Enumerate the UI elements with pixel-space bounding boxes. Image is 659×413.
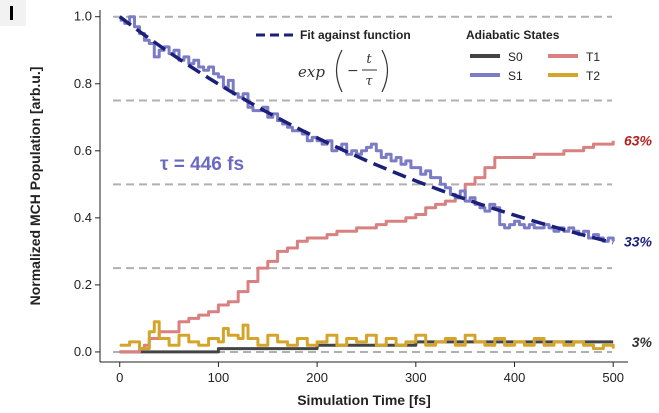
formula-denominator: τ — [365, 74, 373, 89]
end-annotations: 63% 33% 3% — [624, 133, 653, 350]
y-tick-label: 0.4 — [74, 210, 92, 225]
y-tick-label: 0.6 — [74, 143, 92, 158]
series-line-s0 — [119, 340, 614, 354]
legend-label-t1: T1 — [586, 50, 600, 64]
formula-left-paren — [335, 49, 343, 93]
series-lines — [119, 15, 615, 354]
legend-title: Adiabatic States — [466, 28, 560, 42]
x-tick-label: 100 — [208, 370, 230, 385]
series-line-s1 — [119, 15, 615, 243]
grid-lines — [113, 15, 612, 353]
legend: S0 S1 T1 T2 — [470, 50, 600, 83]
axes — [99, 10, 628, 363]
tau-label: τ = 446 fs — [160, 154, 244, 175]
end-label-s1: 33% — [624, 233, 653, 249]
formula-minus: − — [347, 63, 359, 79]
x-tick-label: 400 — [504, 370, 526, 385]
formula-numerator: t — [366, 52, 372, 67]
formula-exp: exp — [298, 63, 325, 81]
x-tick-label: 500 — [602, 370, 624, 385]
y-tick-label: 0.8 — [74, 76, 92, 91]
x-tick-label: 300 — [405, 370, 427, 385]
x-tick-label: 200 — [306, 370, 328, 385]
series-line-t2 — [119, 320, 615, 351]
ticks: 0 100 200 300 400 500 0.0 0.2 0.4 0.6 0.8 1.0 — [74, 9, 624, 385]
x-tick-label: 0 — [116, 370, 123, 385]
y-tick-label: 1.0 — [74, 9, 92, 24]
fit-legend-label: Fit against function — [300, 28, 411, 42]
fit-curve-group — [118, 15, 614, 245]
x-axis-label: Simulation Time [fs] — [297, 392, 431, 408]
y-tick-label: 0.0 — [74, 344, 92, 359]
y-axis-label: Normalized MCH Population [arb.u.] — [27, 67, 43, 306]
legend-label-s0: S0 — [508, 50, 523, 64]
series-line-t1 — [119, 140, 615, 354]
fit-curve — [118, 15, 614, 245]
end-label-s0: 3% — [632, 334, 653, 350]
legend-label-s1: S1 — [508, 69, 523, 83]
y-tick-label: 0.2 — [74, 277, 92, 292]
corner-mark — [0, 0, 26, 26]
corner-bar — [10, 6, 13, 20]
legend-label-t2: T2 — [586, 69, 600, 83]
end-label-t1: 63% — [624, 133, 653, 149]
formula-right-paren — [381, 49, 389, 93]
